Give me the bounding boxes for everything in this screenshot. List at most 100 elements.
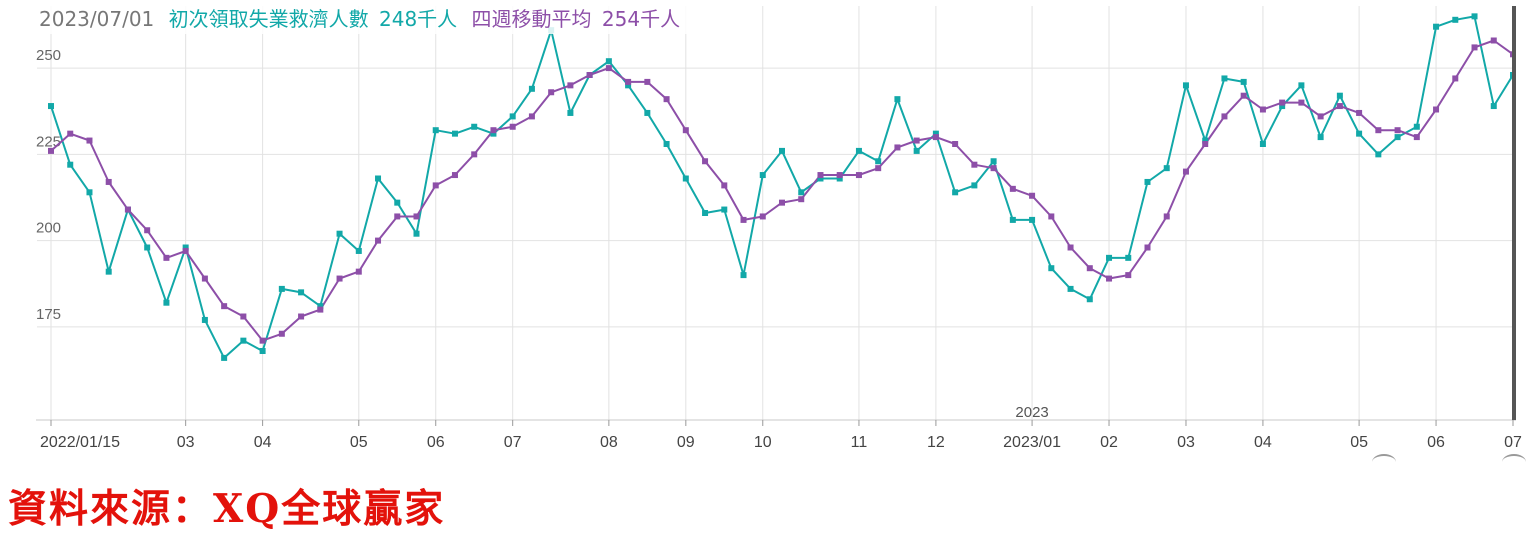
initial-claims-point — [875, 158, 882, 165]
initial-claims-point — [298, 289, 305, 296]
initial-claims-point — [105, 268, 112, 275]
four-week-average-point — [1029, 192, 1036, 199]
four-week-average-point — [1298, 99, 1305, 106]
range-handle-left[interactable] — [1372, 454, 1396, 470]
four-week-average-point — [1375, 127, 1382, 134]
four-week-average-point — [836, 172, 843, 179]
series2-label: 四週移動平均 — [471, 7, 592, 31]
four-week-average-point — [86, 137, 93, 144]
initial-claims-point — [1375, 151, 1382, 158]
y-tick-label: 175 — [36, 306, 61, 323]
chart-header-readout: 2023/07/01 初次領取失業救濟人數 248千人 四週移動平均 254千人 — [39, 4, 689, 34]
x-tick-label: 03 — [1177, 434, 1195, 451]
chart-points — [48, 13, 1516, 361]
four-week-average-point — [355, 268, 362, 275]
unemployment-claims-chart[interactable]: 175 200 225 250 2022/01/15 03 04 05 06 07 08 09 10 1… — [0, 0, 1536, 470]
four-week-average-point — [586, 72, 593, 78]
four-week-average-point — [1413, 134, 1420, 141]
initial-claims-point — [509, 113, 516, 120]
initial-claims-point — [721, 206, 728, 213]
four-week-average-point — [798, 196, 805, 203]
initial-claims-point — [1163, 165, 1170, 172]
four-week-average-point — [1144, 244, 1151, 251]
four-week-average-point — [1106, 275, 1113, 282]
initial-claims-point — [355, 247, 362, 254]
four-week-average-point — [240, 313, 247, 320]
initial-claims-point — [1279, 103, 1286, 110]
four-week-average-point — [1125, 272, 1132, 279]
chart-grid — [37, 6, 1514, 420]
four-week-average-point — [644, 78, 651, 85]
initial-claims-point — [1413, 123, 1420, 130]
range-handle-right[interactable] — [1502, 454, 1526, 470]
initial-claims-point — [952, 189, 959, 196]
initial-claims-point — [221, 354, 228, 361]
x-tick-label: 04 — [1254, 434, 1272, 451]
four-week-average-point — [894, 144, 901, 151]
four-week-average-point — [221, 303, 228, 310]
initial-claims-point — [67, 161, 74, 168]
initial-claims-point — [1125, 254, 1132, 261]
initial-claims-point — [740, 272, 747, 279]
four-week-average-point — [1067, 244, 1074, 251]
initial-claims-point — [259, 348, 266, 354]
four-week-average-point — [1452, 75, 1459, 82]
four-week-average-point — [394, 213, 401, 220]
initial-claims-point — [1452, 16, 1459, 23]
x-tick-label: 12 — [927, 434, 945, 451]
four-week-average-point — [682, 127, 689, 134]
four-week-average-point — [990, 165, 997, 172]
initial-claims-point — [144, 244, 151, 251]
initial-claims-point — [894, 96, 901, 103]
initial-claims-point — [644, 109, 651, 116]
four-week-average-point — [1356, 109, 1363, 116]
four-week-average-point — [1336, 103, 1343, 110]
initial-claims-point — [625, 82, 632, 89]
x-tick-label: 2022/01/15 — [40, 434, 120, 451]
data-source-caption: 資料來源：XQ全球贏家 — [8, 486, 446, 532]
initial-claims-point — [336, 230, 343, 237]
four-week-average-point — [875, 165, 882, 172]
four-week-average-point — [1433, 106, 1440, 113]
initial-claims-point — [528, 85, 535, 92]
four-week-average-point — [259, 337, 266, 344]
four-week-average-point — [1317, 113, 1324, 120]
four-week-average-point — [1086, 265, 1093, 272]
four-week-average-point — [490, 127, 497, 134]
x-tick-label: 02 — [1100, 434, 1118, 451]
initial-claims-point — [471, 123, 478, 130]
four-week-average-point — [952, 141, 959, 147]
initial-claims-point — [1471, 13, 1478, 20]
x-tick-label: 10 — [754, 434, 772, 451]
four-week-average-point — [1163, 213, 1170, 220]
initial-claims-point — [86, 189, 93, 196]
initial-claims-point — [759, 172, 766, 179]
four-week-average-point — [124, 206, 131, 213]
four-week-average-point — [1240, 92, 1247, 99]
four-week-average-point — [201, 275, 208, 282]
four-week-average-point — [567, 82, 574, 89]
initial-claims-point — [375, 175, 382, 182]
x-tick-label: 03 — [177, 434, 195, 451]
four-week-average-point — [702, 158, 709, 165]
initial-claims-point — [971, 182, 978, 189]
initial-claims-point — [163, 299, 170, 306]
x-tick-label: 11 — [851, 434, 868, 451]
four-week-average-point — [1279, 99, 1286, 106]
y-axis: 175 200 225 250 — [36, 47, 61, 323]
initial-claims-point — [278, 285, 285, 292]
initial-claims-point — [1336, 92, 1343, 99]
four-week-average-point — [817, 172, 824, 179]
initial-claims-point — [201, 316, 208, 323]
initial-claims-point — [240, 337, 247, 344]
initial-claims-point — [682, 175, 689, 182]
four-week-average-point — [721, 182, 728, 189]
initial-claims-point — [567, 109, 574, 116]
four-week-average-point — [298, 313, 305, 320]
initial-claims-point — [836, 175, 843, 182]
x-tick-label: 06 — [427, 434, 445, 451]
x-tick-label: 2023/01 — [1003, 434, 1061, 451]
four-week-average-point — [1471, 44, 1478, 51]
four-week-average-point — [548, 89, 555, 96]
initial-claims-point — [394, 199, 401, 206]
